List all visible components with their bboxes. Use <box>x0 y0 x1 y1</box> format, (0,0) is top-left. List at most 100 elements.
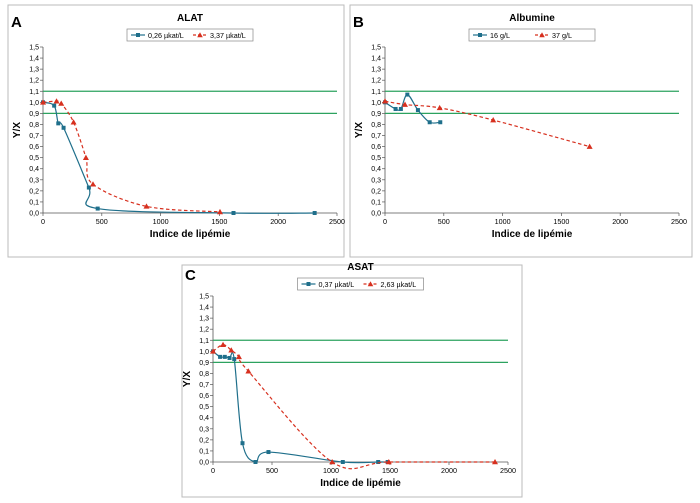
data-point-triangle <box>245 368 252 374</box>
data-point-square <box>398 106 403 111</box>
x-tick-label: 1500 <box>382 466 398 475</box>
y-tick-label: 1,4 <box>371 56 381 63</box>
y-tick-label: 1,3 <box>371 67 381 74</box>
chart-title: Albumine <box>509 13 555 24</box>
data-point-triangle <box>385 459 392 465</box>
x-tick-label: 2000 <box>612 217 628 226</box>
y-axis-label: Y/X <box>12 122 23 138</box>
y-tick-label: 1,5 <box>199 294 209 301</box>
y-tick-label: 1,3 <box>199 316 209 323</box>
x-axis-label: Indice de lipémie <box>150 229 231 240</box>
y-tick-label: 0,9 <box>199 360 209 367</box>
data-point-square <box>266 450 271 455</box>
y-tick-label: 0,2 <box>199 437 209 444</box>
legend-label: 37 g/L <box>552 31 572 40</box>
x-tick-label: 2500 <box>671 217 687 226</box>
data-point-triangle <box>70 119 77 125</box>
legend-marker-triangle <box>367 281 374 287</box>
legend-box <box>468 28 596 42</box>
data-point-square <box>227 355 232 360</box>
data-point-square <box>232 357 237 362</box>
series-line <box>384 100 590 148</box>
y-tick-label: 0,4 <box>199 415 209 422</box>
x-tick-label: 2500 <box>500 466 516 475</box>
series-2 <box>210 341 499 470</box>
data-point-square <box>61 125 66 130</box>
data-point-triangle <box>228 347 235 353</box>
y-tick-label: 0,0 <box>371 211 381 218</box>
data-point-triangle <box>401 101 408 107</box>
series-2 <box>40 98 223 215</box>
legend-marker-triangle <box>197 32 203 38</box>
legend-marker-square <box>136 33 140 37</box>
panel-letter: C <box>185 267 196 284</box>
data-point-square <box>86 185 91 190</box>
y-tick-label: 1,3 <box>29 67 39 74</box>
y-tick-label: 1,4 <box>199 305 209 312</box>
y-tick-label: 0,4 <box>29 166 39 173</box>
x-tick-label: 2500 <box>329 217 345 226</box>
y-tick-label: 0,8 <box>371 122 381 129</box>
x-tick-label: 1000 <box>495 217 511 226</box>
data-point-square <box>393 106 398 111</box>
y-tick-label: 0,7 <box>29 133 39 140</box>
panel-letter: A <box>11 14 22 31</box>
panel-frame <box>349 4 693 258</box>
y-tick-label: 1,1 <box>371 89 381 96</box>
y-tick-label: 0,8 <box>29 122 39 129</box>
y-tick-label: 1,5 <box>29 45 39 52</box>
y-tick-label: 0,1 <box>29 199 39 206</box>
data-point-square <box>312 211 317 215</box>
panel-frame <box>7 4 345 258</box>
data-point-square <box>231 211 236 215</box>
chart-panel-b: B Albumine 16 g/L 37 g/L 0,0 0,1 0,2 0,3 0,4 0,5 0… <box>349 4 693 258</box>
data-point-triangle <box>210 348 216 354</box>
panel-frame <box>181 264 523 498</box>
x-axis-label: Indice de lipémie <box>492 229 573 240</box>
data-point-triangle <box>143 203 150 209</box>
x-axis-label: Indice de lipémie <box>320 478 401 489</box>
y-tick-label: 1,0 <box>29 100 39 107</box>
data-point-square <box>376 460 381 464</box>
chart-title: ALAT <box>177 13 203 24</box>
chart-legend: 0,37 µkat/L 2,63 µkat/L <box>297 277 424 291</box>
data-point-triangle <box>586 143 593 149</box>
legend-label: 0,26 µkat/L <box>148 31 184 40</box>
data-point-square <box>52 103 57 108</box>
data-point-triangle <box>492 459 499 465</box>
data-point-triangle <box>53 98 60 104</box>
data-point-triangle <box>382 98 388 104</box>
data-point-triangle <box>329 459 336 465</box>
data-point-square <box>340 460 345 464</box>
y-tick-label: 0,2 <box>371 188 381 195</box>
y-tick-label: 1,4 <box>29 56 39 63</box>
legend-marker-square <box>478 33 482 37</box>
x-tick-label: 500 <box>438 217 450 226</box>
data-point-triangle <box>220 341 227 347</box>
y-tick-label: 0,5 <box>371 155 381 162</box>
data-point-square <box>415 108 420 113</box>
legend-marker-triangle <box>539 32 545 38</box>
x-tick-label: 500 <box>96 217 108 226</box>
y-tick-label: 0,9 <box>29 111 39 118</box>
y-tick-label: 1,2 <box>199 327 209 334</box>
data-point-square <box>95 206 100 211</box>
y-tick-label: 0,2 <box>29 188 39 195</box>
y-tick-label: 0,1 <box>199 448 209 455</box>
chart-legend: 0,26 µkat/L 3,37 µkat/L <box>126 28 254 42</box>
y-tick-label: 0,7 <box>199 382 209 389</box>
legend-box <box>126 28 254 42</box>
y-tick-label: 0,3 <box>199 426 209 433</box>
y-tick-label: 0,8 <box>199 371 209 378</box>
legend-label: 2,63 µkat/L <box>381 280 417 289</box>
data-point-square <box>240 441 245 446</box>
y-tick-label: 0,6 <box>199 393 209 400</box>
data-point-square <box>427 120 432 125</box>
data-point-triangle <box>89 181 96 187</box>
x-tick-label: 2000 <box>441 466 457 475</box>
data-point-triangle <box>490 117 497 123</box>
data-point-square <box>438 120 443 125</box>
y-tick-label: 0,9 <box>371 111 381 118</box>
y-tick-label: 0,7 <box>371 133 381 140</box>
